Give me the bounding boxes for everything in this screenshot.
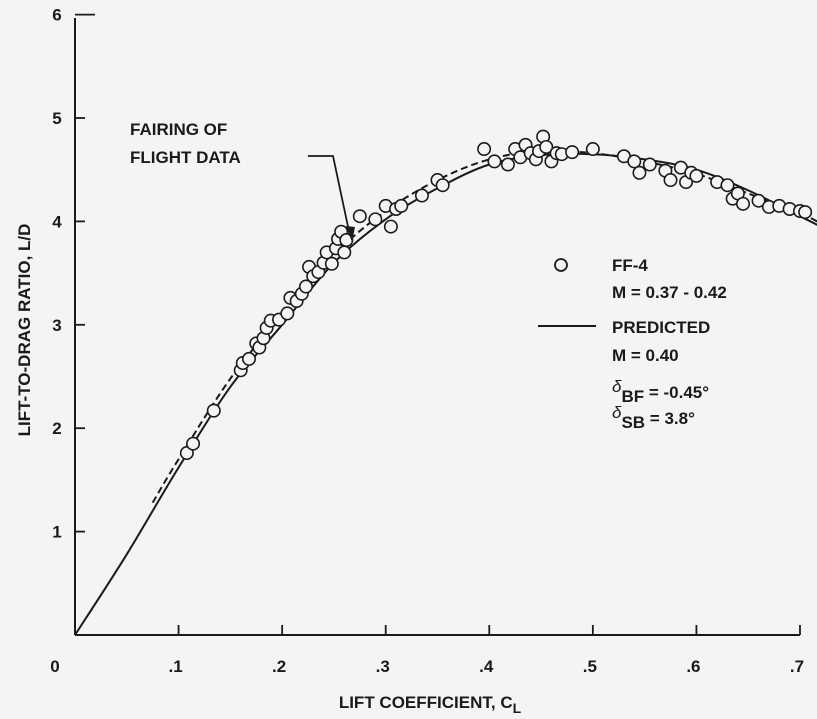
data-point — [500, 157, 515, 172]
data-point — [477, 142, 492, 157]
x-axis-label: LIFT COEFFICIENT, CL — [339, 693, 522, 716]
legend-predicted-label: PREDICTED — [612, 318, 710, 337]
x-tick-label: .7 — [790, 657, 804, 676]
y-tick-label: 5 — [52, 109, 61, 128]
y-tick-label: 4 — [52, 212, 62, 231]
data-point — [642, 157, 657, 172]
data-point — [539, 139, 554, 154]
annotation-arrowhead — [346, 226, 355, 242]
data-point — [751, 193, 766, 208]
fairing-curve — [151, 149, 817, 504]
data-point — [627, 154, 642, 169]
legend-delta-bf: δBF = -0.45° — [612, 377, 709, 406]
data-point — [414, 188, 429, 203]
x-tick-label: .6 — [686, 657, 700, 676]
legend: FF-4 M = 0.37 - 0.42 PREDICTED M = 0.40 … — [538, 256, 727, 432]
data-point — [383, 219, 398, 234]
y-tick-label: 3 — [52, 316, 61, 335]
data-point — [394, 198, 409, 213]
y-tick-label: 6 — [52, 6, 61, 25]
y-tick-label: 2 — [52, 419, 61, 438]
fairing-annotation: FAIRING OF FLIGHT DATA — [130, 120, 355, 242]
data-point — [798, 205, 813, 220]
tick-labels: 0 .1 .2 .3 .4 .5 .6 .7 1 2 3 4 5 6 — [50, 6, 804, 676]
data-point — [352, 209, 367, 224]
data-point — [565, 145, 580, 160]
x-tick-label: .1 — [168, 657, 182, 676]
annotation-leader-line — [308, 155, 351, 237]
data-point — [298, 279, 313, 294]
data-point — [186, 436, 201, 451]
x-tick-label: .3 — [376, 657, 390, 676]
data-point — [339, 233, 354, 248]
data-point — [280, 306, 295, 321]
data-point — [585, 142, 600, 157]
data-point — [689, 168, 704, 183]
legend-flight-marker — [554, 258, 568, 272]
data-point — [487, 154, 502, 169]
legend-flight-label: FF-4 — [612, 256, 648, 275]
legend-predicted-mach: M = 0.40 — [612, 346, 679, 365]
legend-delta-sb: δSB = 3.8° — [612, 403, 695, 432]
data-point — [632, 165, 647, 180]
annotation-line-2: FLIGHT DATA — [130, 148, 241, 167]
data-point — [435, 178, 450, 193]
data-point — [720, 178, 735, 193]
annotation-line-1: FAIRING OF — [130, 120, 227, 139]
x-tick-label: .4 — [479, 657, 494, 676]
data-point — [663, 173, 678, 188]
legend-flight-mach: M = 0.37 - 0.42 — [612, 283, 727, 302]
x-tick-label: 0 — [50, 657, 59, 676]
x-tick-label: .2 — [272, 657, 286, 676]
y-axis-label: LIFT-TO-DRAG RATIO, L/D — [15, 224, 34, 437]
data-point — [324, 256, 339, 271]
data-point — [206, 403, 221, 418]
y-tick-label: 1 — [52, 523, 61, 542]
data-points — [179, 129, 813, 461]
data-point — [368, 212, 383, 227]
axis-ticks — [75, 13, 801, 635]
data-point — [241, 351, 256, 366]
data-point — [736, 196, 751, 211]
x-tick-label: .5 — [583, 657, 597, 676]
data-point — [337, 245, 352, 260]
